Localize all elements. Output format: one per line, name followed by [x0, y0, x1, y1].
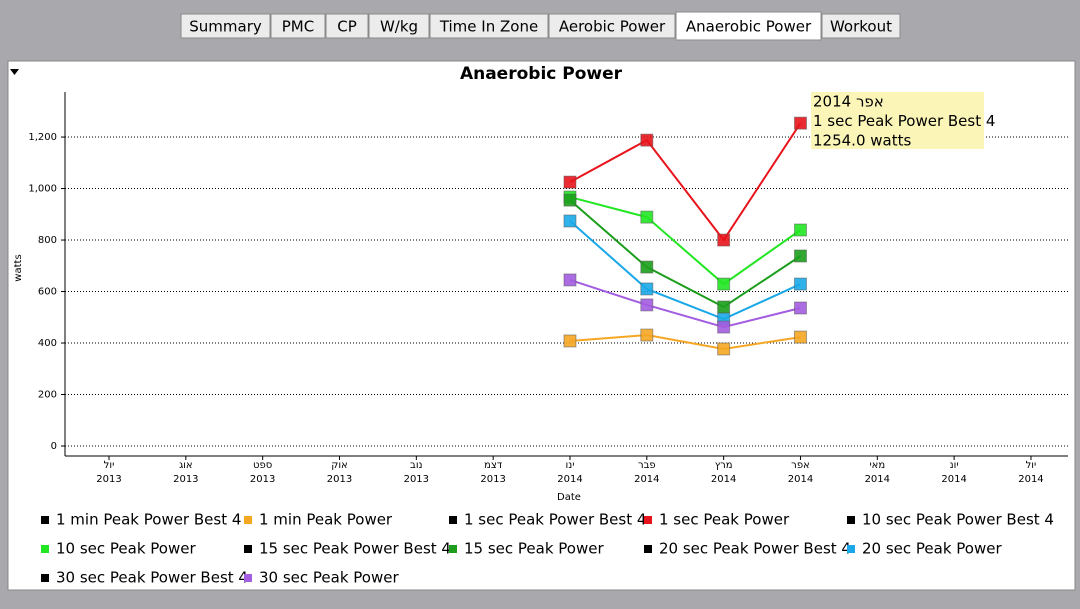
- legend-label: 1 sec Peak Power Best 4: [464, 511, 646, 529]
- x-tick-label: דצמ 2013: [480, 460, 505, 485]
- x-tick-label: יול 2013: [96, 460, 121, 485]
- legend-label: 1 min Peak Power: [259, 511, 393, 529]
- legend-label: 15 sec Peak Power: [464, 540, 604, 558]
- y-tick-label: 1,000: [28, 184, 57, 195]
- point-marker: [793, 330, 807, 344]
- y-tick-label: 600: [38, 287, 57, 298]
- x-tick-label: אוג 2013: [173, 460, 198, 485]
- tab[interactable]: [675, 11, 822, 41]
- point-marker: [563, 334, 577, 348]
- y-tick-label: 800: [38, 235, 57, 246]
- point-marker: [793, 249, 807, 263]
- series-line: [569, 220, 801, 321]
- x-tick-label: מרץ 2014: [711, 460, 736, 485]
- tab-label[interactable]: PMC: [282, 18, 314, 36]
- tab[interactable]: [180, 13, 271, 39]
- point-marker: [640, 210, 654, 224]
- tooltip-box: [811, 92, 984, 149]
- series-line: [569, 334, 801, 350]
- legend-swatch: [244, 574, 252, 582]
- tab[interactable]: [368, 13, 430, 39]
- point-marker: [793, 116, 807, 130]
- point-marker: [563, 193, 577, 207]
- tab[interactable]: [270, 13, 326, 39]
- tab-label[interactable]: W/kg: [380, 18, 418, 36]
- x-tick-label: אפר 2014: [788, 460, 813, 485]
- legend-swatch: [41, 545, 49, 553]
- legend-label: 30 sec Peak Power Best 4: [56, 569, 248, 587]
- y-tick-label: 0: [51, 441, 57, 452]
- y-axis-label: watts: [13, 254, 24, 281]
- legend-label: 20 sec Peak Power Best 4: [659, 540, 851, 558]
- series-line: [569, 199, 802, 309]
- point-marker: [717, 277, 731, 291]
- tooltip-line: אפר 2014: [813, 93, 884, 111]
- legend-label: 30 sec Peak Power: [259, 569, 399, 587]
- tooltip-line: 1254.0 watts: [813, 132, 911, 150]
- series-line: [569, 278, 801, 329]
- point-marker: [717, 300, 731, 314]
- menu-arrow[interactable]: [10, 69, 19, 75]
- x-tick-label: יול 2014: [1018, 460, 1043, 485]
- x-tick-label: נוב 2013: [404, 460, 429, 485]
- point-marker: [717, 233, 731, 247]
- series-line: [569, 196, 802, 286]
- point-marker: [640, 282, 654, 296]
- legend-label: 15 sec Peak Power Best 4: [259, 540, 451, 558]
- point-marker: [563, 214, 577, 228]
- x-tick-label: ספט 2013: [250, 460, 275, 485]
- tab-label[interactable]: Time In Zone: [439, 18, 538, 36]
- legend-label: 20 sec Peak Power: [862, 540, 1002, 558]
- legend-swatch: [847, 516, 855, 524]
- legend-swatch: [449, 545, 457, 553]
- legend-label: 10 sec Peak Power Best 4: [862, 511, 1054, 529]
- y-tick-label: 200: [38, 390, 57, 401]
- tab-label[interactable]: Workout: [830, 18, 892, 36]
- legend-swatch: [41, 516, 49, 524]
- legend-swatch: [644, 545, 652, 553]
- point-marker: [640, 298, 654, 312]
- tooltip-line: 1 sec Peak Power Best 4: [813, 112, 995, 130]
- x-tick-label: יונ 2014: [941, 460, 966, 485]
- tab-label[interactable]: Aerobic Power: [559, 18, 666, 36]
- series-line: [569, 122, 802, 242]
- legend-swatch: [244, 545, 252, 553]
- y-tick-label: 400: [38, 338, 57, 349]
- x-tick-label: מאי 2014: [865, 460, 890, 485]
- point-marker: [717, 342, 731, 356]
- point-marker: [640, 328, 654, 342]
- legend-label: 1 min Peak Power Best 4: [56, 511, 241, 529]
- point-marker: [640, 133, 654, 147]
- tab[interactable]: [429, 13, 549, 39]
- tab[interactable]: [821, 13, 901, 39]
- legend-swatch: [41, 574, 49, 582]
- x-axis-label: Date: [557, 492, 581, 503]
- legend-label: 10 sec Peak Power: [56, 540, 196, 558]
- point-marker: [793, 223, 807, 237]
- x-tick-label: ינו 2014: [557, 460, 582, 485]
- point-marker: [563, 175, 577, 189]
- legend-swatch: [644, 516, 652, 524]
- legend-swatch: [847, 545, 855, 553]
- point-marker: [640, 260, 654, 274]
- legend-swatch: [449, 516, 457, 524]
- legend-label: 1 sec Peak Power: [659, 511, 790, 529]
- tab-label[interactable]: Anaerobic Power: [686, 18, 812, 36]
- chart-panel: [7, 60, 1076, 591]
- tab-label[interactable]: CP: [337, 18, 357, 36]
- point-marker: [563, 273, 577, 287]
- y-tick-label: 1,200: [28, 132, 57, 143]
- point-marker: [717, 320, 731, 334]
- tab[interactable]: [548, 13, 676, 39]
- tab[interactable]: [325, 13, 369, 39]
- chart-title: Anaerobic Power: [460, 64, 623, 84]
- x-tick-label: אוק 2013: [327, 460, 352, 485]
- legend-swatch: [244, 516, 252, 524]
- point-marker: [793, 301, 807, 315]
- point-marker: [793, 277, 807, 291]
- tab-label[interactable]: Summary: [189, 18, 262, 36]
- x-tick-label: פבר 2014: [634, 460, 659, 485]
